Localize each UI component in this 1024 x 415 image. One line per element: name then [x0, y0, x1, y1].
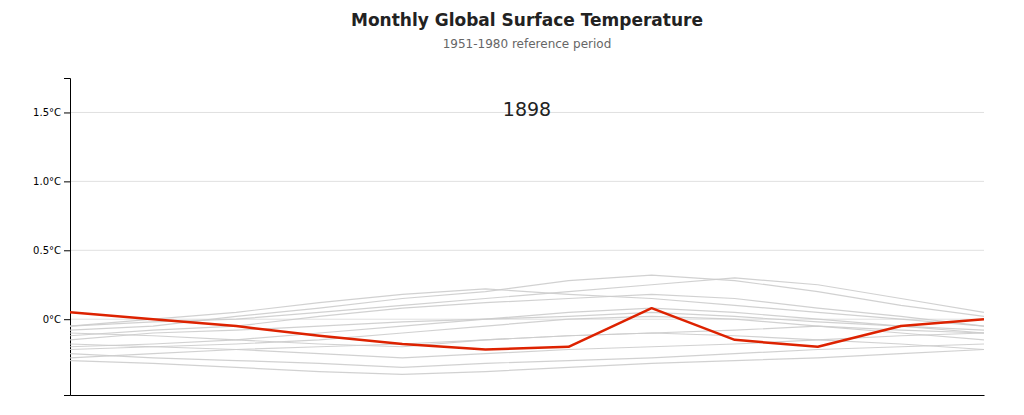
highlight-line: [70, 308, 984, 349]
y-tick-label: 1.5°C: [33, 107, 61, 118]
annotation: 1898: [503, 98, 551, 120]
lines: [70, 275, 984, 374]
y-tick-mark: [64, 181, 70, 182]
y-tick: 1.5°C: [33, 107, 70, 118]
line: [70, 316, 984, 349]
grid-line: [70, 250, 984, 251]
subtitle: 1951-1980 reference period: [443, 37, 612, 51]
title: Monthly Global Surface Temperature: [351, 10, 703, 30]
y-tick-label: 0°C: [43, 314, 61, 325]
y-axis-line: [64, 79, 71, 396]
line: [70, 350, 984, 375]
y-tick-mark: [64, 112, 70, 113]
line: [70, 333, 984, 358]
grid-line: [70, 181, 984, 182]
y-axis: 0°C 0.5°C 1.0°C 1.5°C: [33, 79, 70, 396]
y-tick: 0°C: [43, 314, 70, 325]
plot-area: 0°C 0.5°C 1.0°C 1.5°C 1898: [33, 79, 984, 396]
line: [70, 312, 984, 340]
y-tick-mark: [64, 250, 70, 251]
y-tick-mark: [64, 319, 70, 320]
x-axis: [71, 395, 985, 396]
line: [70, 278, 984, 326]
y-tick-label: 1.0°C: [33, 176, 61, 187]
y-tick: 0.5°C: [33, 245, 70, 256]
y-tick-label: 0.5°C: [33, 245, 61, 256]
line: [70, 289, 984, 326]
chart: Monthly Global Surface Temperature 1951-1…: [0, 0, 1024, 415]
line: [70, 326, 984, 347]
grid: [70, 112, 984, 319]
y-tick: 1.0°C: [33, 176, 70, 187]
x-axis-line: [71, 395, 985, 396]
